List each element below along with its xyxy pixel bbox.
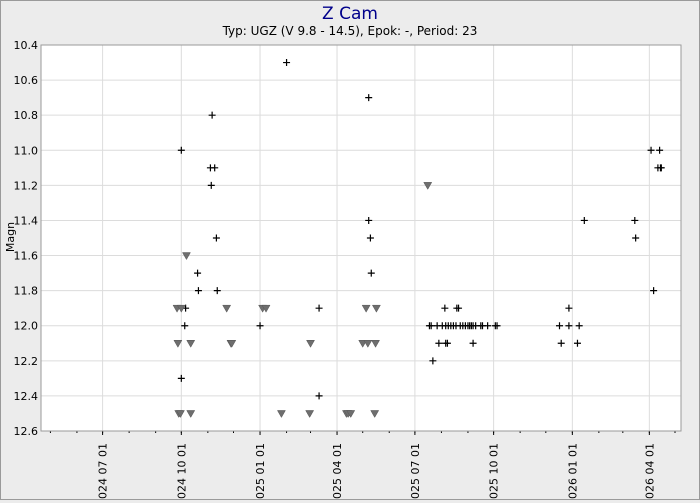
limit-point (186, 410, 196, 418)
observation-point (435, 339, 443, 347)
limit-point (371, 340, 380, 348)
chart-title: Z Cam (322, 4, 378, 24)
observation-point (647, 146, 655, 154)
limit-point (186, 340, 196, 348)
observation-point (565, 304, 573, 312)
x-tick-label: 2024 07 01 (97, 443, 110, 499)
limit-point (423, 182, 433, 190)
limit-point (227, 340, 237, 348)
y-tick-label: 12.2 (14, 355, 39, 368)
observation-point (556, 322, 564, 330)
limit-point (361, 304, 371, 313)
y-tick-label: 12.0 (14, 320, 39, 333)
observation-point (212, 234, 220, 242)
limit-point (370, 410, 380, 418)
x-tick-label: 2026 04 01 (643, 443, 656, 499)
y-axis-label: Magn (4, 222, 17, 252)
chart-subtitle: Typ: UGZ (V 9.8 - 14.5), Epok: -, Period… (222, 24, 478, 38)
observation-point (211, 164, 219, 172)
observation-point (283, 59, 291, 67)
observation-point (575, 322, 583, 330)
observation-point (315, 392, 323, 400)
x-tick-label: 2025 01 01 (254, 443, 267, 499)
y-tick-label: 11.4 (14, 214, 39, 227)
x-tick-label: 2025 04 01 (331, 443, 344, 499)
limit-point (176, 304, 186, 313)
limit-point (305, 410, 315, 418)
observation-point (429, 357, 437, 365)
observation-point (455, 304, 463, 312)
observation-point (367, 269, 375, 277)
observation-point (657, 164, 665, 172)
x-tick-label: 2024 10 01 (175, 443, 188, 499)
y-tick-label: 11.6 (14, 250, 39, 263)
x-tick-label: 2025 10 01 (488, 443, 501, 499)
y-tick-label: 10.8 (14, 109, 39, 122)
y-tick-label: 10.6 (14, 74, 39, 87)
observation-point (366, 234, 374, 242)
observation-point (493, 322, 501, 330)
observation-point (208, 111, 216, 119)
observation-point (656, 146, 664, 154)
observation-point (181, 322, 189, 330)
limit-point (346, 410, 356, 418)
x-tick-label: 2025 07 01 (409, 443, 422, 499)
observation-point (256, 322, 264, 330)
limit-point (222, 304, 232, 313)
x-tick-label: 2026 01 01 (566, 443, 579, 499)
observation-point (427, 322, 435, 330)
observation-point (631, 216, 639, 224)
y-tick-label: 11.2 (14, 179, 39, 192)
limit-point (176, 410, 185, 418)
observation-point (469, 339, 477, 347)
y-tick-label: 12.4 (14, 390, 39, 403)
limit-point (173, 340, 183, 348)
observation-point (177, 374, 185, 382)
observation-point (441, 304, 449, 312)
observation-point (443, 339, 451, 347)
y-tick-label: 11.0 (14, 144, 39, 157)
observation-point (632, 234, 640, 242)
observation-point (213, 287, 221, 295)
observation-point (565, 322, 573, 330)
limit-point (182, 252, 191, 261)
observation-point (557, 339, 565, 347)
observation-point (194, 269, 202, 277)
observation-point (650, 287, 658, 295)
observation-point (365, 216, 373, 224)
limit-point (371, 304, 381, 313)
plot-border (40, 44, 682, 432)
limit-point (306, 340, 315, 348)
y-tick-label: 10.4 (14, 39, 39, 52)
observation-point (177, 146, 185, 154)
limit-point (276, 410, 286, 418)
axis-ticks: 10.4 10.6 10.8 11.0 11.2 11.4 11.6 11.8 12.0 12.2… (14, 39, 676, 503)
plot-area (41, 45, 681, 431)
observation-point (365, 94, 373, 102)
y-tick-label: 12.6 (14, 425, 39, 438)
observation-point (573, 339, 581, 347)
limit-point (363, 340, 373, 348)
observation-point (580, 216, 588, 224)
observation-point (194, 287, 202, 295)
y-tick-label: 11.8 (14, 285, 39, 298)
observation-point (207, 181, 215, 189)
observation-point (315, 304, 323, 312)
limit-point (261, 304, 271, 313)
observation-point (484, 322, 492, 330)
data-points (172, 59, 665, 418)
